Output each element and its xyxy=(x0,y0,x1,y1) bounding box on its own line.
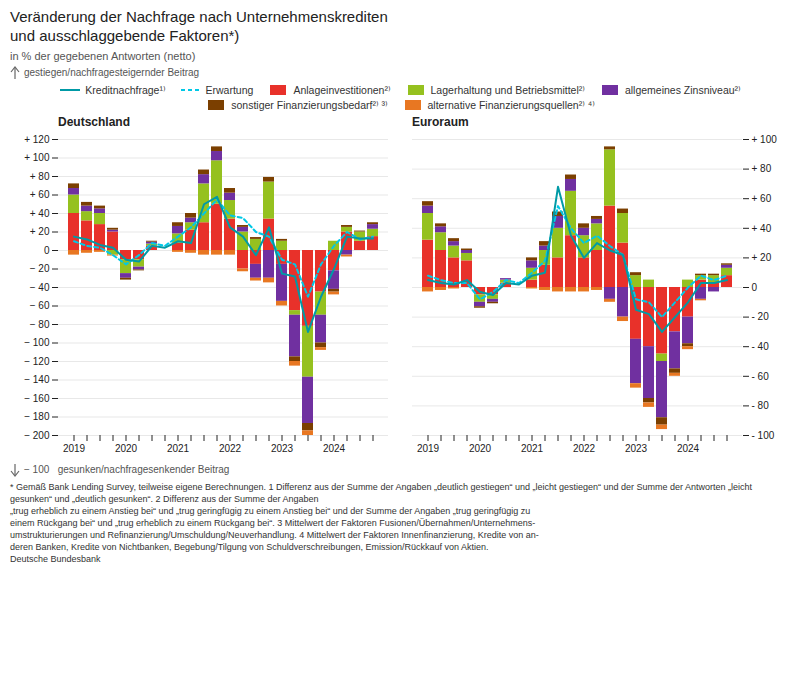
svg-text:− 140: − 140 xyxy=(24,374,50,385)
svg-text:+ 60: + 60 xyxy=(752,192,772,203)
svg-text:− 60: − 60 xyxy=(30,300,50,311)
svg-text:− 80: − 80 xyxy=(30,318,50,329)
svg-text:+ 80: + 80 xyxy=(30,170,50,181)
svg-text:2023: 2023 xyxy=(271,442,294,453)
html-text:sonstiger Finanzierungsbedarf²: sonstiger Finanzierungsbedarf²⁾ ³⁾ xyxy=(231,98,388,111)
svg-text:− 120: − 120 xyxy=(24,355,50,366)
html-text:− 100 gesunken/nachfragesenken: − 100 gesunken/nachfragesenkender Beitra… xyxy=(24,464,230,475)
svg-text:0: 0 xyxy=(44,244,50,255)
svg-text:2024: 2024 xyxy=(677,442,700,453)
svg-text:+ 80: + 80 xyxy=(752,163,772,174)
svg-text:− 100: − 100 xyxy=(24,337,50,348)
svg-text:− 40: − 40 xyxy=(30,281,50,292)
html-text:Anlageinvestitionen²⁾: Anlageinvestitionen²⁾ xyxy=(293,83,391,96)
html-text:allgemeines Zinsniveau²⁾: allgemeines Zinsniveau²⁾ xyxy=(624,83,741,96)
svg-text:- 60: - 60 xyxy=(752,370,770,381)
svg-text:+ 100: + 100 xyxy=(24,152,50,163)
svg-text:2020: 2020 xyxy=(469,442,492,453)
svg-text:+ 120: + 120 xyxy=(24,133,50,144)
html-text:alternative Finanzierungsquell: alternative Finanzierungsquellen²⁾ ⁴⁾ xyxy=(427,98,595,111)
svg-text:- 100: - 100 xyxy=(752,429,775,440)
svg-text:- 80: - 80 xyxy=(752,400,770,411)
svg-text:- 40: - 40 xyxy=(752,340,770,351)
svg-text:- 20: - 20 xyxy=(752,311,770,322)
svg-text:2023: 2023 xyxy=(625,442,648,453)
svg-text:2019: 2019 xyxy=(63,442,86,453)
svg-text:+ 40: + 40 xyxy=(30,207,50,218)
svg-text:+ 100: + 100 xyxy=(752,133,778,144)
svg-text:+ 20: + 20 xyxy=(30,226,50,237)
svg-text:+ 40: + 40 xyxy=(752,222,772,233)
html-text:Veränderung der Nachfrage nach: Veränderung der Nachfrage nach Unternehm… xyxy=(10,8,388,44)
svg-text:+ 20: + 20 xyxy=(752,252,772,263)
svg-text:− 20: − 20 xyxy=(30,263,50,274)
html-text:Euroraum: Euroraum xyxy=(412,114,469,129)
html-text:Lagerhaltung und Betriebsmitte: Lagerhaltung und Betriebsmittel²⁾ xyxy=(430,83,585,96)
svg-text:2021: 2021 xyxy=(167,442,190,453)
html-text:in % der gegebenen Antworten (: in % der gegebenen Antworten (netto) xyxy=(10,49,196,62)
svg-text:2019: 2019 xyxy=(417,442,440,453)
svg-text:2020: 2020 xyxy=(115,442,138,453)
svg-text:2021: 2021 xyxy=(521,442,544,453)
html-text:Deutschland: Deutschland xyxy=(58,114,130,129)
svg-text:+ 60: + 60 xyxy=(30,189,50,200)
svg-text:− 160: − 160 xyxy=(24,392,50,403)
svg-text:2022: 2022 xyxy=(573,442,596,453)
html-text:* Gemäß Bank Lending Survey, t: * Gemäß Bank Lending Survey, teilweise e… xyxy=(10,481,755,565)
html-text:Erwartung: Erwartung xyxy=(205,83,254,96)
svg-text:− 180: − 180 xyxy=(24,411,50,422)
svg-text:0: 0 xyxy=(752,281,758,292)
html-text:gestiegen/nachfragesteigernder: gestiegen/nachfragesteigernder Beitrag xyxy=(24,67,200,78)
html-text:Kreditnachfrage¹⁾: Kreditnachfrage¹⁾ xyxy=(85,83,166,96)
svg-text:2024: 2024 xyxy=(323,442,346,453)
svg-text:2022: 2022 xyxy=(219,442,242,453)
svg-text:− 200: − 200 xyxy=(24,429,50,440)
